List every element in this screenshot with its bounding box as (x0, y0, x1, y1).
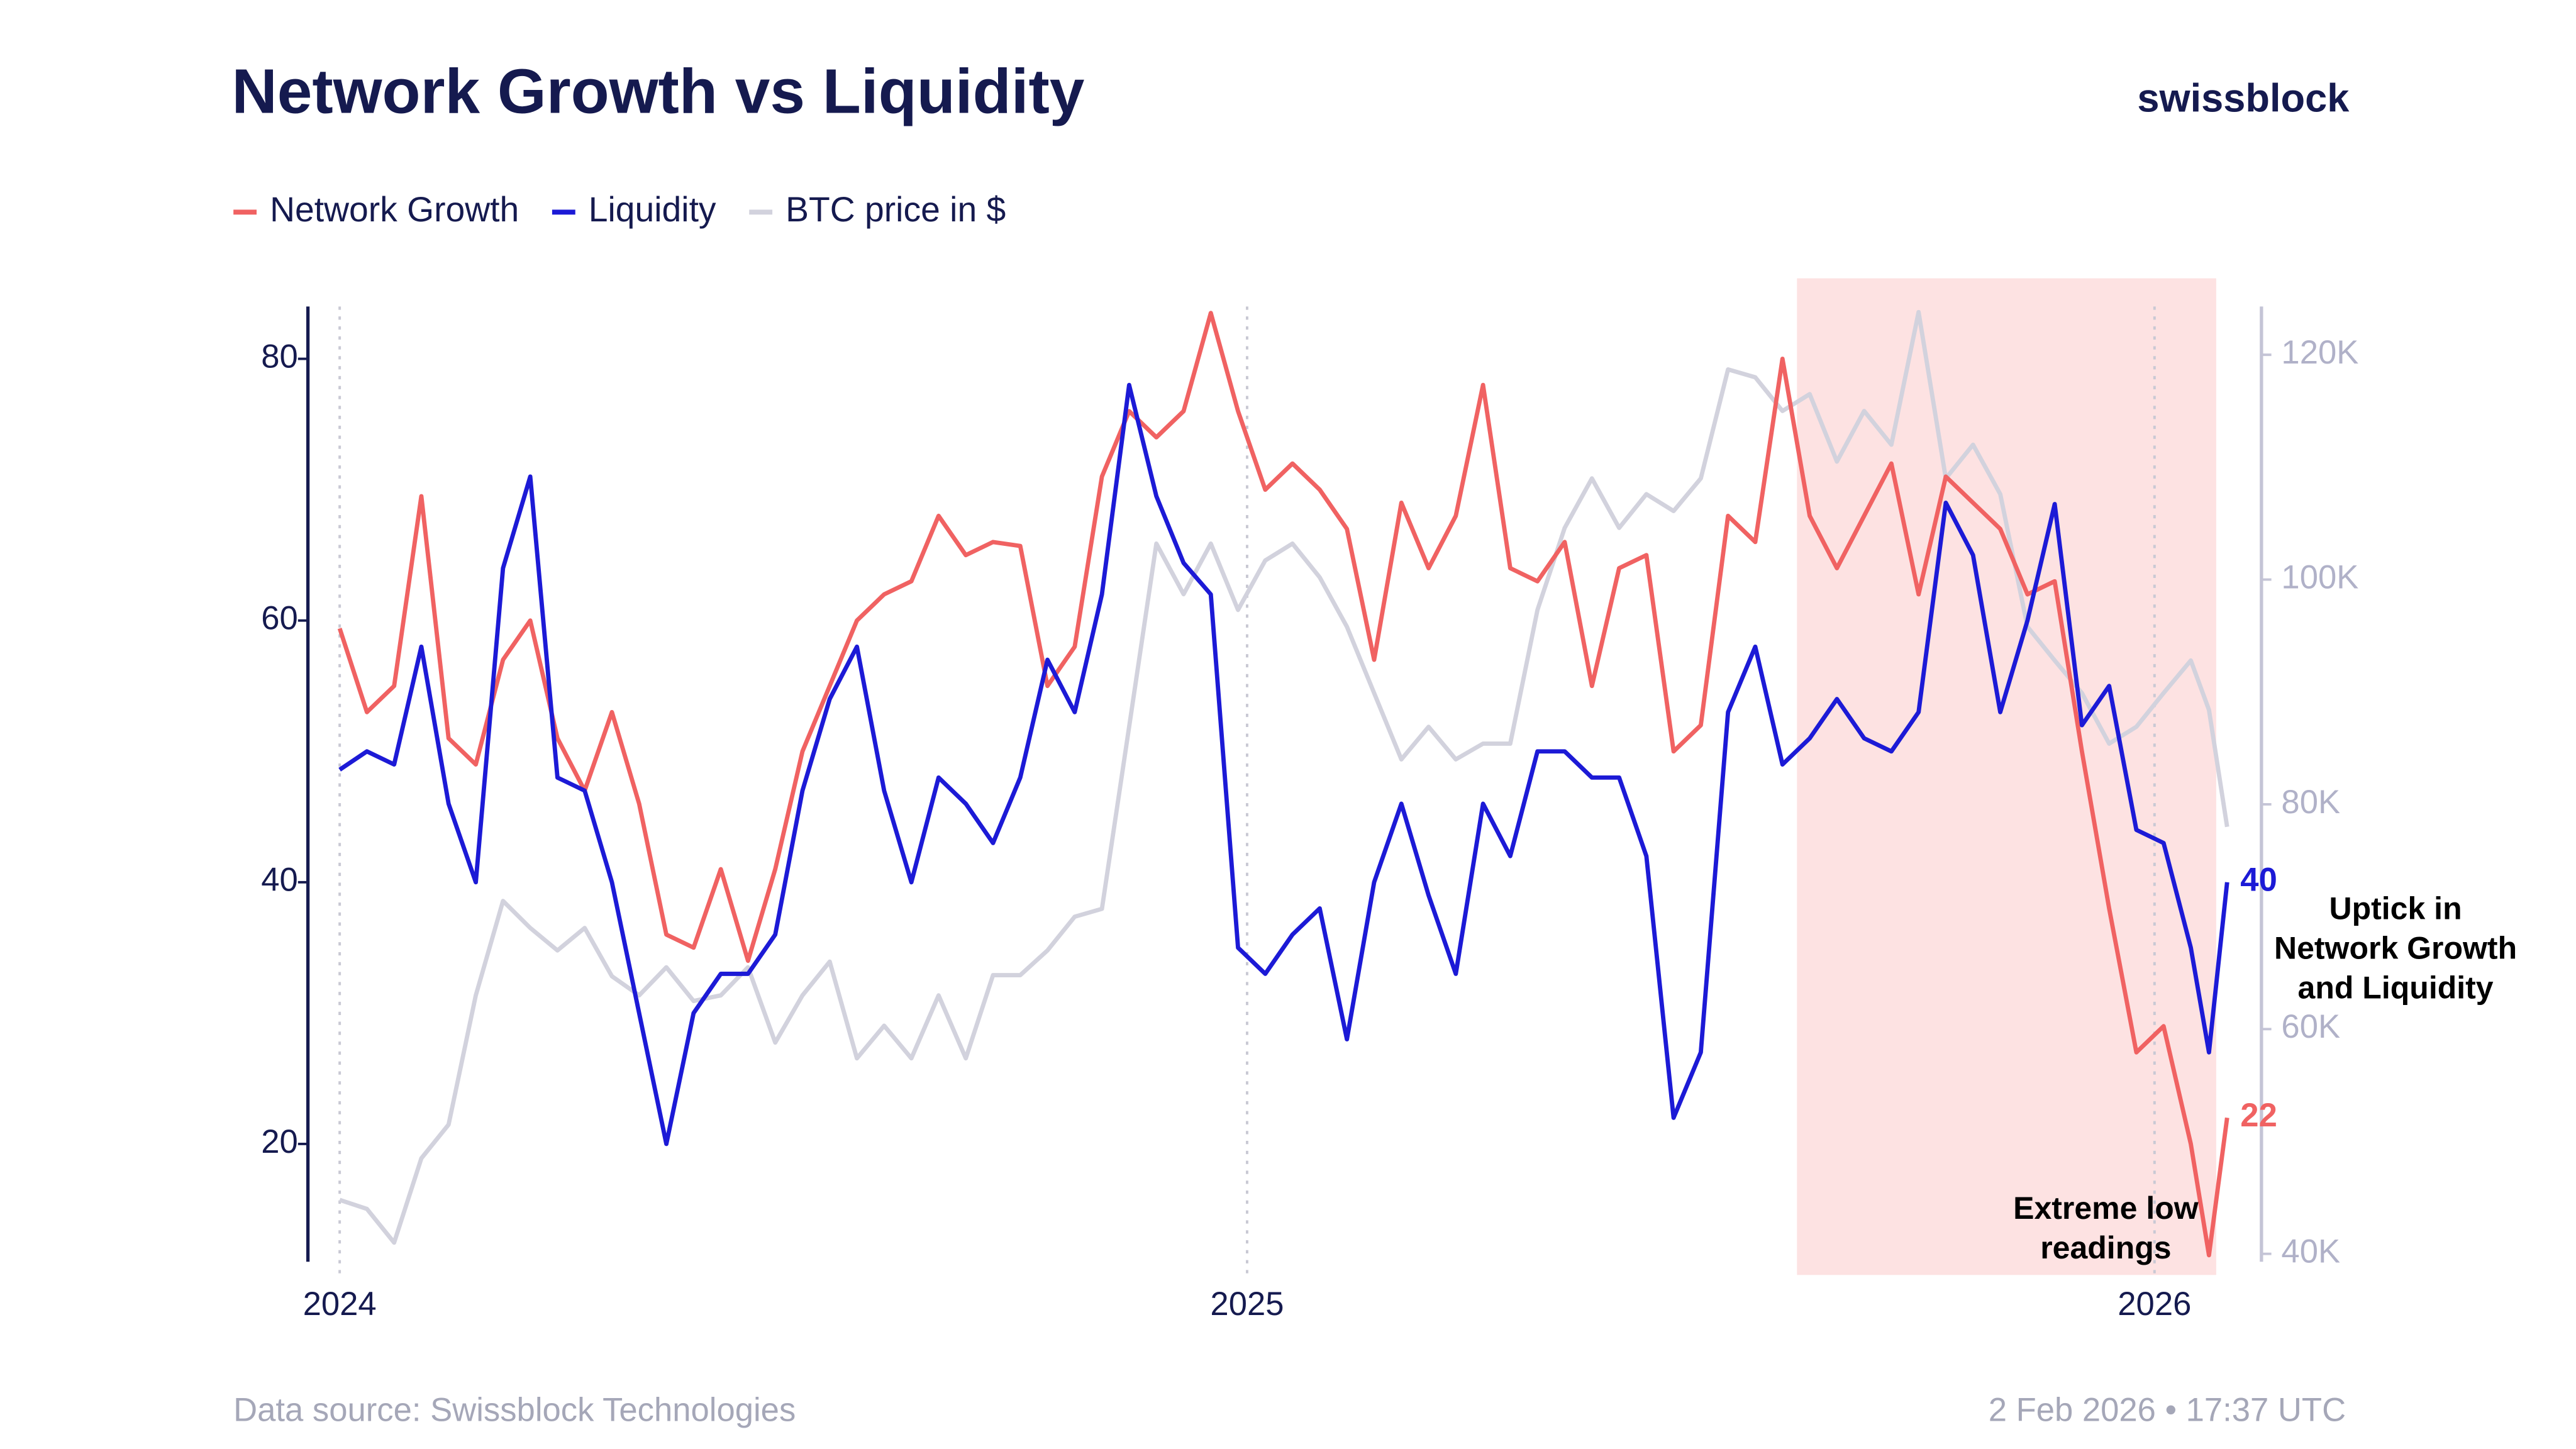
legend-label: BTC price in $ (786, 190, 1006, 229)
series-line (337, 311, 2229, 1258)
y-tick-label: 20 (261, 1123, 298, 1160)
end-value-label: 40 (2240, 862, 2277, 899)
y2-tick-label: 60K (2281, 1008, 2340, 1045)
footer-source: Data source: Swissblock Technologies (233, 1392, 796, 1429)
plot-area: 2024 2025 2026 20 40 60 80 40K 60K 80K 100K 120K Net… (233, 190, 2517, 1323)
annotation: Uptick in (2329, 891, 2462, 926)
chart-title: Network Growth vs Liquidity (232, 56, 1085, 126)
annotation: Extreme low (2013, 1191, 2199, 1226)
series-line (338, 382, 2229, 1146)
legend-label: Liquidity (589, 190, 716, 229)
y-tick-label: 80 (261, 338, 298, 375)
brand-logo: swissblock (2137, 77, 2350, 121)
x-tick-label: 2025 (1210, 1285, 1284, 1323)
series-line (339, 309, 2229, 1245)
y2-tick-label: 100K (2281, 558, 2358, 596)
y2-tick-label: 80K (2281, 784, 2340, 821)
end-value-label: 22 (2240, 1097, 2277, 1134)
x-tick-label: 2026 (2118, 1285, 2191, 1323)
y-tick-label: 40 (261, 862, 298, 899)
legend: Network Growth Liquidity BTC price in $ (233, 190, 1006, 229)
y2-tick-label: 40K (2281, 1233, 2340, 1270)
annotation: readings (2040, 1230, 2171, 1265)
shaded-region (1797, 278, 2216, 1275)
y-tick-label: 60 (261, 600, 298, 637)
y2-tick-label: 120K (2281, 334, 2358, 371)
annotation: and Liquidity (2298, 970, 2494, 1006)
x-tick-label: 2024 (303, 1285, 377, 1323)
legend-label: Network Growth (270, 190, 519, 229)
annotation: Network Growth (2274, 931, 2517, 966)
footer-timestamp: 2 Feb 2026 • 17:37 UTC (1989, 1392, 2346, 1429)
